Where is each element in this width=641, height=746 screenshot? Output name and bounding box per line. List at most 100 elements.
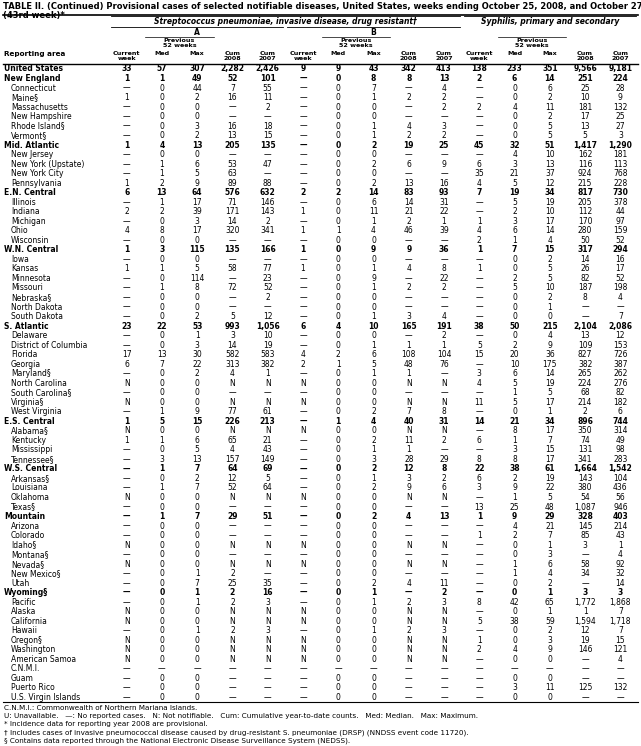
Text: Massachusetts: Massachusetts: [11, 102, 68, 112]
Text: 0: 0: [195, 521, 199, 530]
Text: 153: 153: [613, 341, 628, 350]
Text: —: —: [476, 150, 483, 159]
Text: 0: 0: [336, 169, 340, 178]
Text: 32: 32: [510, 141, 520, 150]
Text: —: —: [229, 388, 237, 397]
Text: 2: 2: [406, 131, 411, 140]
Text: 3: 3: [583, 541, 588, 550]
Text: 5: 5: [547, 131, 553, 140]
Text: 0: 0: [371, 560, 376, 568]
Text: 0: 0: [336, 388, 340, 397]
Text: 0: 0: [336, 598, 340, 606]
Text: 0: 0: [195, 379, 199, 388]
Text: —: —: [440, 521, 448, 530]
Text: 2: 2: [265, 293, 270, 302]
Text: 328: 328: [577, 512, 593, 521]
Text: 76: 76: [439, 360, 449, 369]
Text: 11: 11: [404, 436, 413, 445]
Text: 387: 387: [613, 360, 628, 369]
Text: 8: 8: [195, 283, 199, 292]
Text: 191: 191: [436, 322, 452, 330]
Text: 1: 1: [371, 131, 376, 140]
Text: 3: 3: [618, 131, 623, 140]
Text: N: N: [406, 655, 412, 664]
Text: 25: 25: [580, 84, 590, 93]
Text: 55: 55: [263, 84, 272, 93]
Text: N: N: [300, 636, 306, 645]
Text: 21: 21: [263, 436, 272, 445]
Text: 4: 4: [477, 379, 482, 388]
Text: 0: 0: [195, 550, 199, 559]
Text: 0: 0: [160, 598, 164, 606]
Text: 6: 6: [124, 360, 129, 369]
Text: 101: 101: [260, 74, 276, 83]
Text: South Carolina§: South Carolina§: [11, 388, 71, 397]
Text: —: —: [123, 598, 131, 606]
Text: —: —: [405, 569, 413, 578]
Text: 43: 43: [615, 531, 625, 540]
Text: 0: 0: [195, 541, 199, 550]
Text: N: N: [300, 655, 306, 664]
Text: 68: 68: [580, 388, 590, 397]
Text: —: —: [405, 683, 413, 692]
Text: 4: 4: [336, 322, 341, 330]
Text: —: —: [476, 122, 483, 131]
Text: Wisconsin: Wisconsin: [11, 236, 49, 245]
Text: —: —: [299, 102, 307, 112]
Text: N: N: [124, 493, 129, 502]
Text: 22: 22: [545, 483, 554, 492]
Text: 0: 0: [160, 693, 164, 702]
Text: 0: 0: [547, 655, 553, 664]
Text: 2: 2: [442, 131, 446, 140]
Text: 6: 6: [301, 322, 306, 330]
Text: 82: 82: [615, 388, 625, 397]
Text: —: —: [123, 579, 131, 588]
Text: 351: 351: [542, 64, 558, 73]
Text: —: —: [299, 512, 306, 521]
Text: 1: 1: [477, 217, 481, 226]
Text: 1: 1: [160, 160, 164, 169]
Text: 157: 157: [225, 455, 240, 464]
Text: 61: 61: [263, 407, 272, 416]
Text: 0: 0: [371, 693, 376, 702]
Text: 341: 341: [260, 226, 275, 235]
Text: 0: 0: [160, 503, 164, 512]
Text: 382: 382: [578, 360, 592, 369]
Text: Max: Max: [366, 51, 381, 56]
Text: 817: 817: [577, 188, 593, 197]
Text: 0: 0: [160, 84, 164, 93]
Text: —: —: [299, 455, 307, 464]
Text: 5: 5: [477, 341, 482, 350]
Text: 17: 17: [192, 198, 202, 207]
Text: 382: 382: [260, 360, 275, 369]
Text: 0: 0: [336, 607, 340, 616]
Text: —: —: [370, 665, 378, 674]
Text: 0: 0: [336, 379, 340, 388]
Text: 2: 2: [477, 102, 481, 112]
Text: —: —: [617, 674, 624, 683]
Text: —: —: [440, 369, 448, 378]
Text: —: —: [299, 369, 307, 378]
Text: 2: 2: [195, 131, 199, 140]
Text: 283: 283: [613, 455, 628, 464]
Text: 0: 0: [371, 169, 376, 178]
Text: 166: 166: [260, 245, 276, 254]
Text: 64: 64: [192, 188, 203, 197]
Text: —: —: [476, 207, 483, 216]
Text: 1: 1: [512, 493, 517, 502]
Text: N: N: [124, 607, 129, 616]
Text: 0: 0: [336, 655, 340, 664]
Text: —: —: [405, 665, 413, 674]
Text: 5: 5: [512, 379, 517, 388]
Text: 265: 265: [578, 369, 592, 378]
Text: 145: 145: [578, 521, 592, 530]
Text: —: —: [229, 293, 237, 302]
Text: North Dakota: North Dakota: [11, 303, 62, 312]
Text: N: N: [229, 426, 235, 436]
Text: Texas§: Texas§: [11, 503, 36, 512]
Text: 1: 1: [160, 264, 164, 274]
Text: 89: 89: [228, 179, 237, 188]
Text: 7: 7: [547, 531, 553, 540]
Text: 0: 0: [336, 550, 340, 559]
Text: 10: 10: [263, 331, 272, 340]
